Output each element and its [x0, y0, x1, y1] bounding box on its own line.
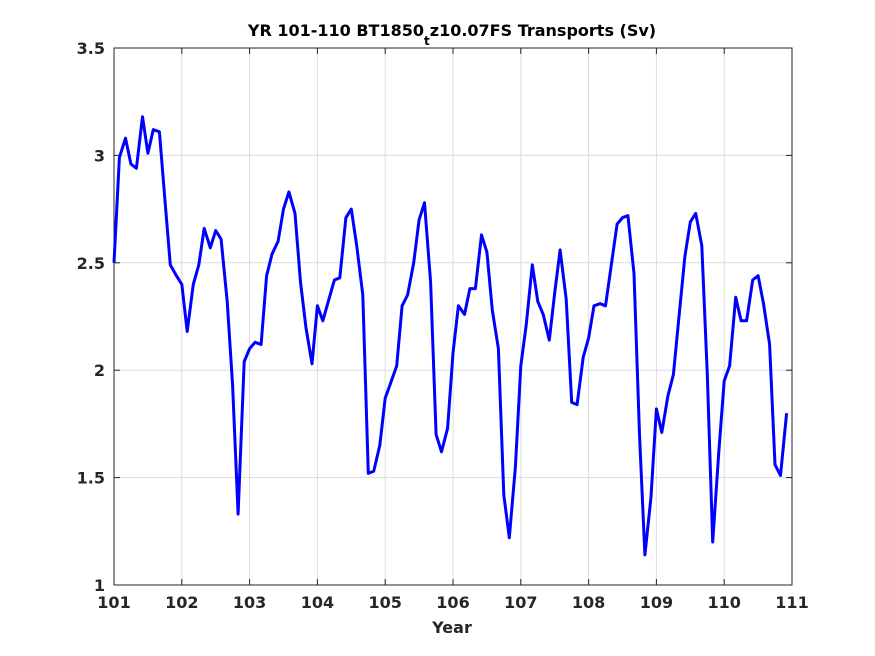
y-tick-label: 2 [94, 361, 105, 380]
x-tick-label: 104 [301, 593, 334, 612]
y-tick-labels: 1 1.5 2 2.5 3 3.5 [77, 39, 105, 595]
series-line [112, 115, 789, 557]
y-tick-label: 3 [94, 146, 105, 165]
x-tick-label: 108 [572, 593, 605, 612]
x-tick-label: 106 [436, 593, 469, 612]
x-tick-label: 105 [368, 593, 401, 612]
x-tick-label: 101 [97, 593, 130, 612]
x-tick-label: 107 [504, 593, 537, 612]
y-tick-label: 1 [94, 576, 105, 595]
chart-title-suffix: z10.07FS Transports (Sv) [430, 21, 656, 40]
chart-title-prefix: YR 101-110 BT1850 [247, 21, 424, 40]
y-tick-label: 3.5 [77, 39, 105, 58]
x-tick-label: 102 [165, 593, 198, 612]
x-tick-label: 109 [640, 593, 673, 612]
x-axis-label: Year [431, 618, 472, 637]
tick-layer [113, 47, 793, 586]
chart-title: YR 101-110 BT1850tz10.07FS Transports (S… [247, 21, 656, 48]
grid-layer [114, 48, 792, 585]
chart-title-subscript: t [424, 34, 430, 48]
y-tick-label: 2.5 [77, 254, 105, 273]
x-tick-labels: 101 102 103 104 105 106 107 108 109 110 111 [97, 593, 808, 612]
x-tick-label: 111 [775, 593, 808, 612]
x-tick-label: 110 [707, 593, 740, 612]
y-tick-label: 1.5 [77, 469, 105, 488]
x-tick-label: 103 [233, 593, 266, 612]
